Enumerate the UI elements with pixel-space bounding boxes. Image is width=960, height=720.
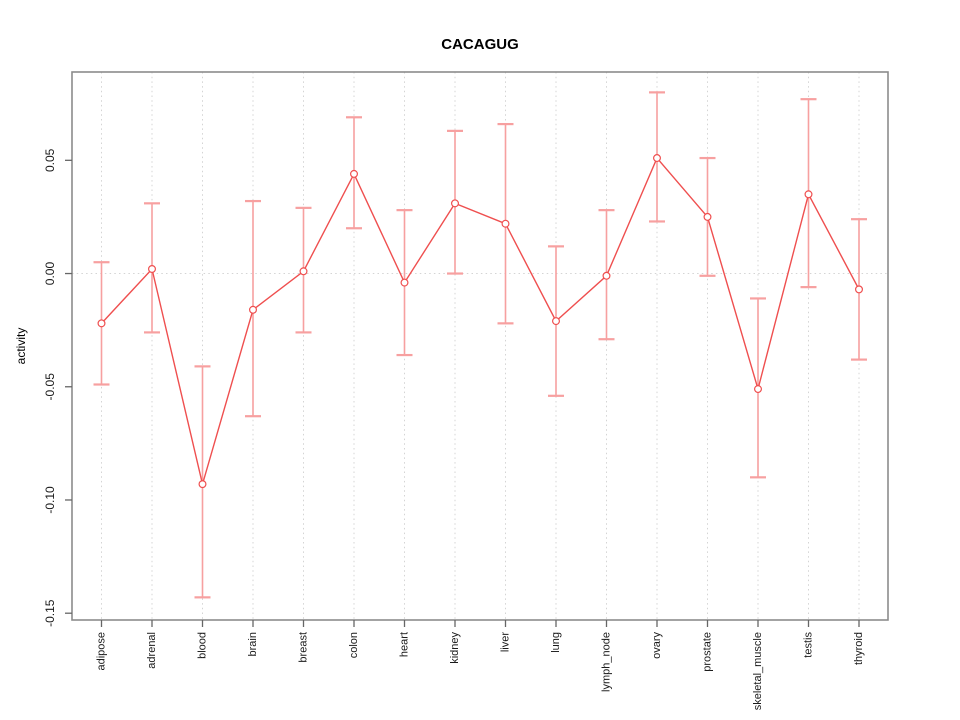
x-tick-label: lung xyxy=(550,632,562,653)
data-point-marker xyxy=(652,154,661,163)
x-tick-label: breast xyxy=(298,632,310,663)
data-point-marker xyxy=(148,265,157,274)
data-point-marker xyxy=(854,285,863,294)
y-tick-label: -0.10 xyxy=(43,486,57,514)
x-tick-label: lymph_node xyxy=(601,632,613,692)
x-tick-label: prostate xyxy=(702,632,714,672)
data-point-marker xyxy=(400,278,409,287)
x-tick-label: kidney xyxy=(449,632,461,664)
data-point-marker xyxy=(249,305,258,314)
data-point-marker xyxy=(350,169,359,178)
grid-layer xyxy=(72,72,888,620)
x-tick-label: heart xyxy=(399,632,411,657)
x-tick-label: ovary xyxy=(651,632,663,659)
x-tick-label: blood xyxy=(197,632,209,659)
data-point-marker xyxy=(602,271,611,280)
x-tick-label: adrenal xyxy=(146,632,158,669)
data-point-marker xyxy=(501,219,510,228)
plot-frame xyxy=(71,71,889,621)
data-point-marker xyxy=(551,317,560,326)
data-point-marker xyxy=(97,319,106,328)
x-tick-label: thyroid xyxy=(853,632,865,665)
data-point-marker xyxy=(198,480,207,489)
data-point-marker xyxy=(804,190,813,199)
y-tick-label: -0.05 xyxy=(43,373,57,401)
data-layer xyxy=(93,91,867,599)
data-point-marker xyxy=(703,212,712,221)
x-tick-label: testis xyxy=(803,632,815,658)
data-point-marker xyxy=(299,267,308,276)
y-tick-label: -0.15 xyxy=(43,599,57,627)
series-line xyxy=(100,156,860,487)
y-tick-label: 0.05 xyxy=(43,148,57,172)
x-tick-label: liver xyxy=(500,632,512,653)
y-tick-label: 0.00 xyxy=(43,262,57,286)
data-point-marker xyxy=(451,199,460,208)
axis-layer: 0.05 0.00 -0.05 -0.10 -0.15 adipose adrenal blo… xyxy=(43,71,889,710)
chart-title: CACAGUG xyxy=(441,36,519,53)
y-axis-label: activity xyxy=(14,328,28,365)
data-point-marker xyxy=(753,385,762,394)
x-tick-label: brain xyxy=(247,632,259,656)
x-tick-label: colon xyxy=(348,632,360,658)
x-tick-label: skeletal_muscle xyxy=(752,632,764,710)
x-tick-label: adipose xyxy=(96,632,108,671)
